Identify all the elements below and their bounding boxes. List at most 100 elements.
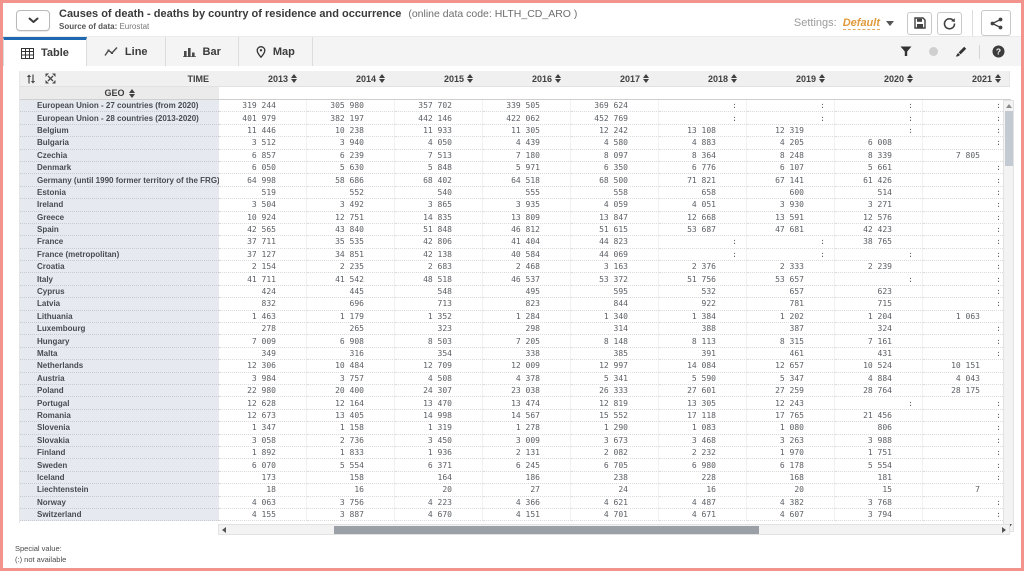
geo-cell: France bbox=[20, 236, 219, 249]
tab-map[interactable]: Map bbox=[239, 37, 313, 66]
year-column-header[interactable]: 2014 bbox=[307, 71, 395, 86]
source-label: Source of data: bbox=[59, 22, 118, 31]
refresh-button[interactable] bbox=[937, 11, 962, 35]
value-cell: : bbox=[923, 261, 1009, 274]
value-cell: 11 305 bbox=[483, 124, 571, 138]
vertical-scrollbar[interactable] bbox=[1003, 100, 1014, 532]
settings-dropdown[interactable]: Default bbox=[842, 16, 880, 30]
value-cell: 168 bbox=[747, 471, 835, 485]
value-cell: 1 290 bbox=[571, 422, 659, 435]
value-cell: 844 bbox=[571, 298, 659, 311]
year-label: 2013 bbox=[267, 73, 288, 84]
geo-dimension-header[interactable]: GEO bbox=[20, 87, 219, 100]
value-cell: 12 751 bbox=[307, 211, 395, 224]
value-cell: 600 bbox=[747, 186, 835, 200]
horizontal-scrollbar-thumb[interactable] bbox=[334, 526, 759, 534]
value-cell: 186 bbox=[483, 471, 571, 485]
value-cell: 3 512 bbox=[219, 137, 307, 150]
year-column-header[interactable]: 2020 bbox=[835, 71, 923, 86]
value-cell: 12 819 bbox=[571, 397, 659, 410]
value-cell: 658 bbox=[659, 186, 747, 200]
value-cell: 595 bbox=[571, 285, 659, 299]
year-column-header[interactable]: 2021 bbox=[923, 71, 1011, 86]
table-header-corner: TIME bbox=[20, 71, 219, 86]
value-cell: 1 352 bbox=[395, 310, 483, 324]
value-cell: : bbox=[923, 397, 1009, 410]
value-cell: 27 259 bbox=[747, 384, 835, 398]
value-cell: : bbox=[835, 397, 923, 410]
year-column-header[interactable]: 2016 bbox=[483, 71, 571, 86]
expand-table-icon[interactable] bbox=[45, 73, 56, 84]
value-cell: : bbox=[923, 509, 1009, 522]
value-cell: 387 bbox=[747, 323, 835, 336]
value-cell: 47 681 bbox=[747, 223, 835, 237]
line-chart-icon bbox=[104, 46, 118, 57]
value-cell: 3 940 bbox=[307, 137, 395, 150]
geo-cell: Sweden bbox=[20, 459, 219, 472]
table-header-geo-row: GEO bbox=[20, 87, 1011, 100]
value-cell: 13 108 bbox=[659, 124, 747, 138]
value-cell: 4 883 bbox=[659, 137, 747, 150]
help-icon[interactable]: ? bbox=[992, 45, 1005, 58]
value-cell: 7 bbox=[923, 484, 1009, 497]
geo-cell: Hungary bbox=[20, 335, 219, 348]
collapse-header-button[interactable] bbox=[16, 10, 50, 31]
value-cell: : bbox=[923, 137, 1009, 150]
special-values-note: Special value: (:) not available bbox=[15, 544, 66, 565]
save-settings-button[interactable] bbox=[907, 11, 932, 35]
value-cell: 12 319 bbox=[747, 124, 835, 138]
tab-line[interactable]: Line bbox=[87, 37, 166, 66]
value-cell: 357 702 bbox=[395, 100, 483, 113]
value-cell: 10 151 bbox=[923, 360, 1009, 373]
vertical-scrollbar-thumb[interactable] bbox=[1005, 111, 1013, 166]
value-cell: 13 305 bbox=[659, 397, 747, 410]
value-cell: 17 118 bbox=[659, 409, 747, 423]
value-cell: 6 239 bbox=[307, 149, 395, 162]
value-cell: 1 936 bbox=[395, 446, 483, 460]
scroll-left-icon[interactable] bbox=[222, 527, 226, 533]
value-cell: 12 009 bbox=[483, 360, 571, 373]
value-cell: 42 138 bbox=[395, 248, 483, 262]
value-cell: 51 848 bbox=[395, 223, 483, 237]
year-column-header[interactable]: 2015 bbox=[395, 71, 483, 86]
value-cell: 13 405 bbox=[307, 409, 395, 423]
value-cell: 3 935 bbox=[483, 199, 571, 212]
horizontal-scrollbar[interactable] bbox=[218, 524, 1010, 535]
settings-caret-icon[interactable] bbox=[886, 20, 894, 26]
value-cell: 42 806 bbox=[395, 236, 483, 249]
refresh-icon bbox=[943, 17, 956, 30]
tab-bar[interactable]: Bar bbox=[166, 37, 239, 66]
brush-icon[interactable] bbox=[955, 46, 967, 58]
geo-cell: Spain bbox=[20, 223, 219, 237]
value-cell: 10 924 bbox=[219, 211, 307, 224]
value-cell: : bbox=[923, 323, 1009, 336]
value-cell: 382 197 bbox=[307, 112, 395, 125]
year-label: 2014 bbox=[355, 73, 376, 84]
scroll-up-icon[interactable] bbox=[1006, 104, 1012, 108]
value-cell: : bbox=[659, 236, 747, 249]
value-cell: 519 bbox=[219, 186, 307, 200]
value-cell: 1 347 bbox=[219, 422, 307, 435]
filter-icon[interactable] bbox=[900, 46, 912, 57]
share-button[interactable] bbox=[981, 10, 1011, 36]
year-column-header[interactable]: 2017 bbox=[571, 71, 659, 86]
value-cell: : bbox=[835, 100, 923, 113]
year-column-header[interactable]: 2019 bbox=[747, 71, 835, 86]
geo-cell: European Union - 28 countries (2013-2020… bbox=[20, 112, 219, 125]
value-cell: 3 058 bbox=[219, 434, 307, 447]
table-icon bbox=[21, 47, 34, 59]
sort-rows-icon[interactable] bbox=[26, 74, 36, 84]
value-cell: : bbox=[923, 112, 1009, 125]
year-column-header[interactable]: 2013 bbox=[219, 71, 307, 86]
value-cell: 51 615 bbox=[571, 223, 659, 237]
year-column-header[interactable]: 2018 bbox=[659, 71, 747, 86]
value-cell: 4 151 bbox=[483, 508, 571, 522]
value-cell: 4 043 bbox=[923, 373, 1009, 385]
tab-table[interactable]: Table bbox=[3, 37, 87, 66]
scroll-right-icon[interactable] bbox=[1002, 527, 1006, 533]
value-cell: 24 bbox=[571, 484, 659, 497]
value-cell: 53 372 bbox=[571, 273, 659, 286]
geo-dimension-label: GEO bbox=[104, 88, 125, 98]
value-cell: 5 341 bbox=[571, 372, 659, 385]
value-cell: : bbox=[923, 497, 1009, 509]
